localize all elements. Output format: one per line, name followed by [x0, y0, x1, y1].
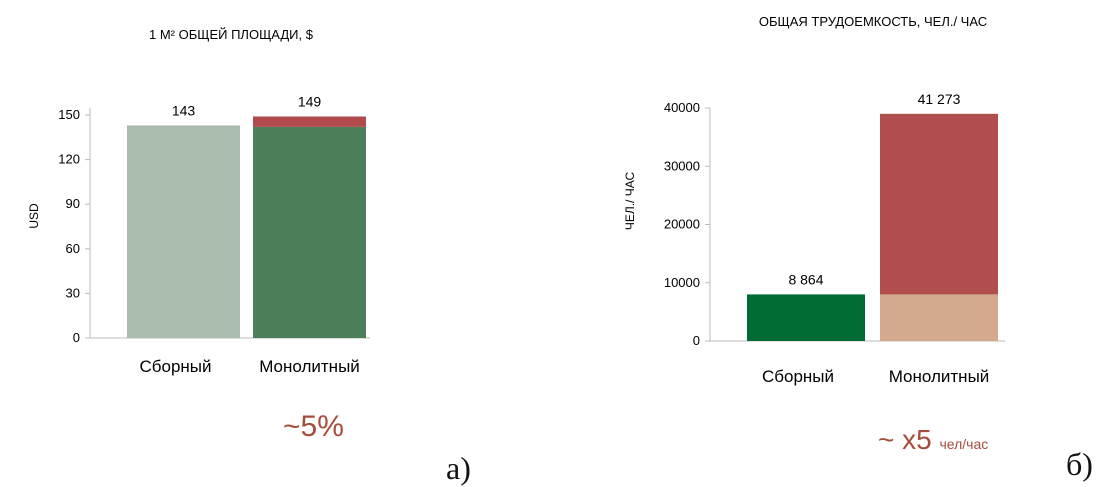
- y-tick-label: 30000: [664, 158, 700, 173]
- chart-title: ОБЩАЯ ТРУДОЕМКОСТЬ, ЧЕЛ./ ЧАС: [759, 14, 987, 29]
- chart-usd-per-m2: 1 М² ОБЩЕЙ ПЛОЩАДИ, $ USD 0306090120150 …: [27, 27, 370, 376]
- x-category-label: Сборный: [139, 357, 211, 376]
- annotation-ratio-main: ~ x5: [878, 424, 932, 455]
- bar-prefab-lower: [747, 294, 865, 341]
- x-category-label: Монолитный: [259, 357, 360, 376]
- y-tick-label: 0: [693, 333, 700, 348]
- y-tick-label: 40000: [664, 100, 700, 115]
- x-category-label: Монолитный: [889, 367, 990, 386]
- bar-monolithic-upper: [880, 113, 998, 295]
- panel-label-b: б): [1066, 446, 1093, 482]
- y-tick-label: 150: [58, 107, 80, 122]
- data-label: 8 864: [788, 271, 823, 287]
- annotation-ratio: ~ x5 чел/час: [878, 424, 988, 456]
- y-axis-label: USD: [27, 203, 41, 229]
- bar-monolithic-lower: [880, 294, 998, 341]
- y-tick-label: 90: [66, 196, 80, 211]
- y-tick-label: 10000: [664, 275, 700, 290]
- annotation-percent: ~5%: [283, 410, 344, 443]
- y-tick-label: 60: [66, 241, 80, 256]
- y-tick-label: 120: [58, 152, 80, 167]
- chart-title: 1 М² ОБЩЕЙ ПЛОЩАДИ, $: [149, 27, 314, 42]
- chart-labor-intensity: ОБЩАЯ ТРУДОЕМКОСТЬ, ЧЕЛ./ ЧАС ЧЕЛ./ ЧАС …: [623, 14, 1005, 386]
- annotation-ratio-unit: чел/час: [939, 436, 989, 452]
- panel-label-a: а): [446, 450, 471, 486]
- bar-monolithic-lower: [253, 126, 366, 338]
- y-axis-label: ЧЕЛ./ ЧАС: [623, 172, 637, 231]
- bar-monolithic-upper: [253, 116, 366, 127]
- data-label: 41 273: [918, 91, 961, 107]
- data-label: 149: [298, 93, 322, 109]
- data-label: 143: [172, 102, 196, 118]
- y-tick-label: 30: [66, 285, 80, 300]
- bar-prefab-lower: [127, 125, 240, 338]
- y-tick-label: 0: [73, 330, 80, 345]
- y-tick-label: 20000: [664, 217, 700, 232]
- x-category-label: Сборный: [762, 367, 834, 386]
